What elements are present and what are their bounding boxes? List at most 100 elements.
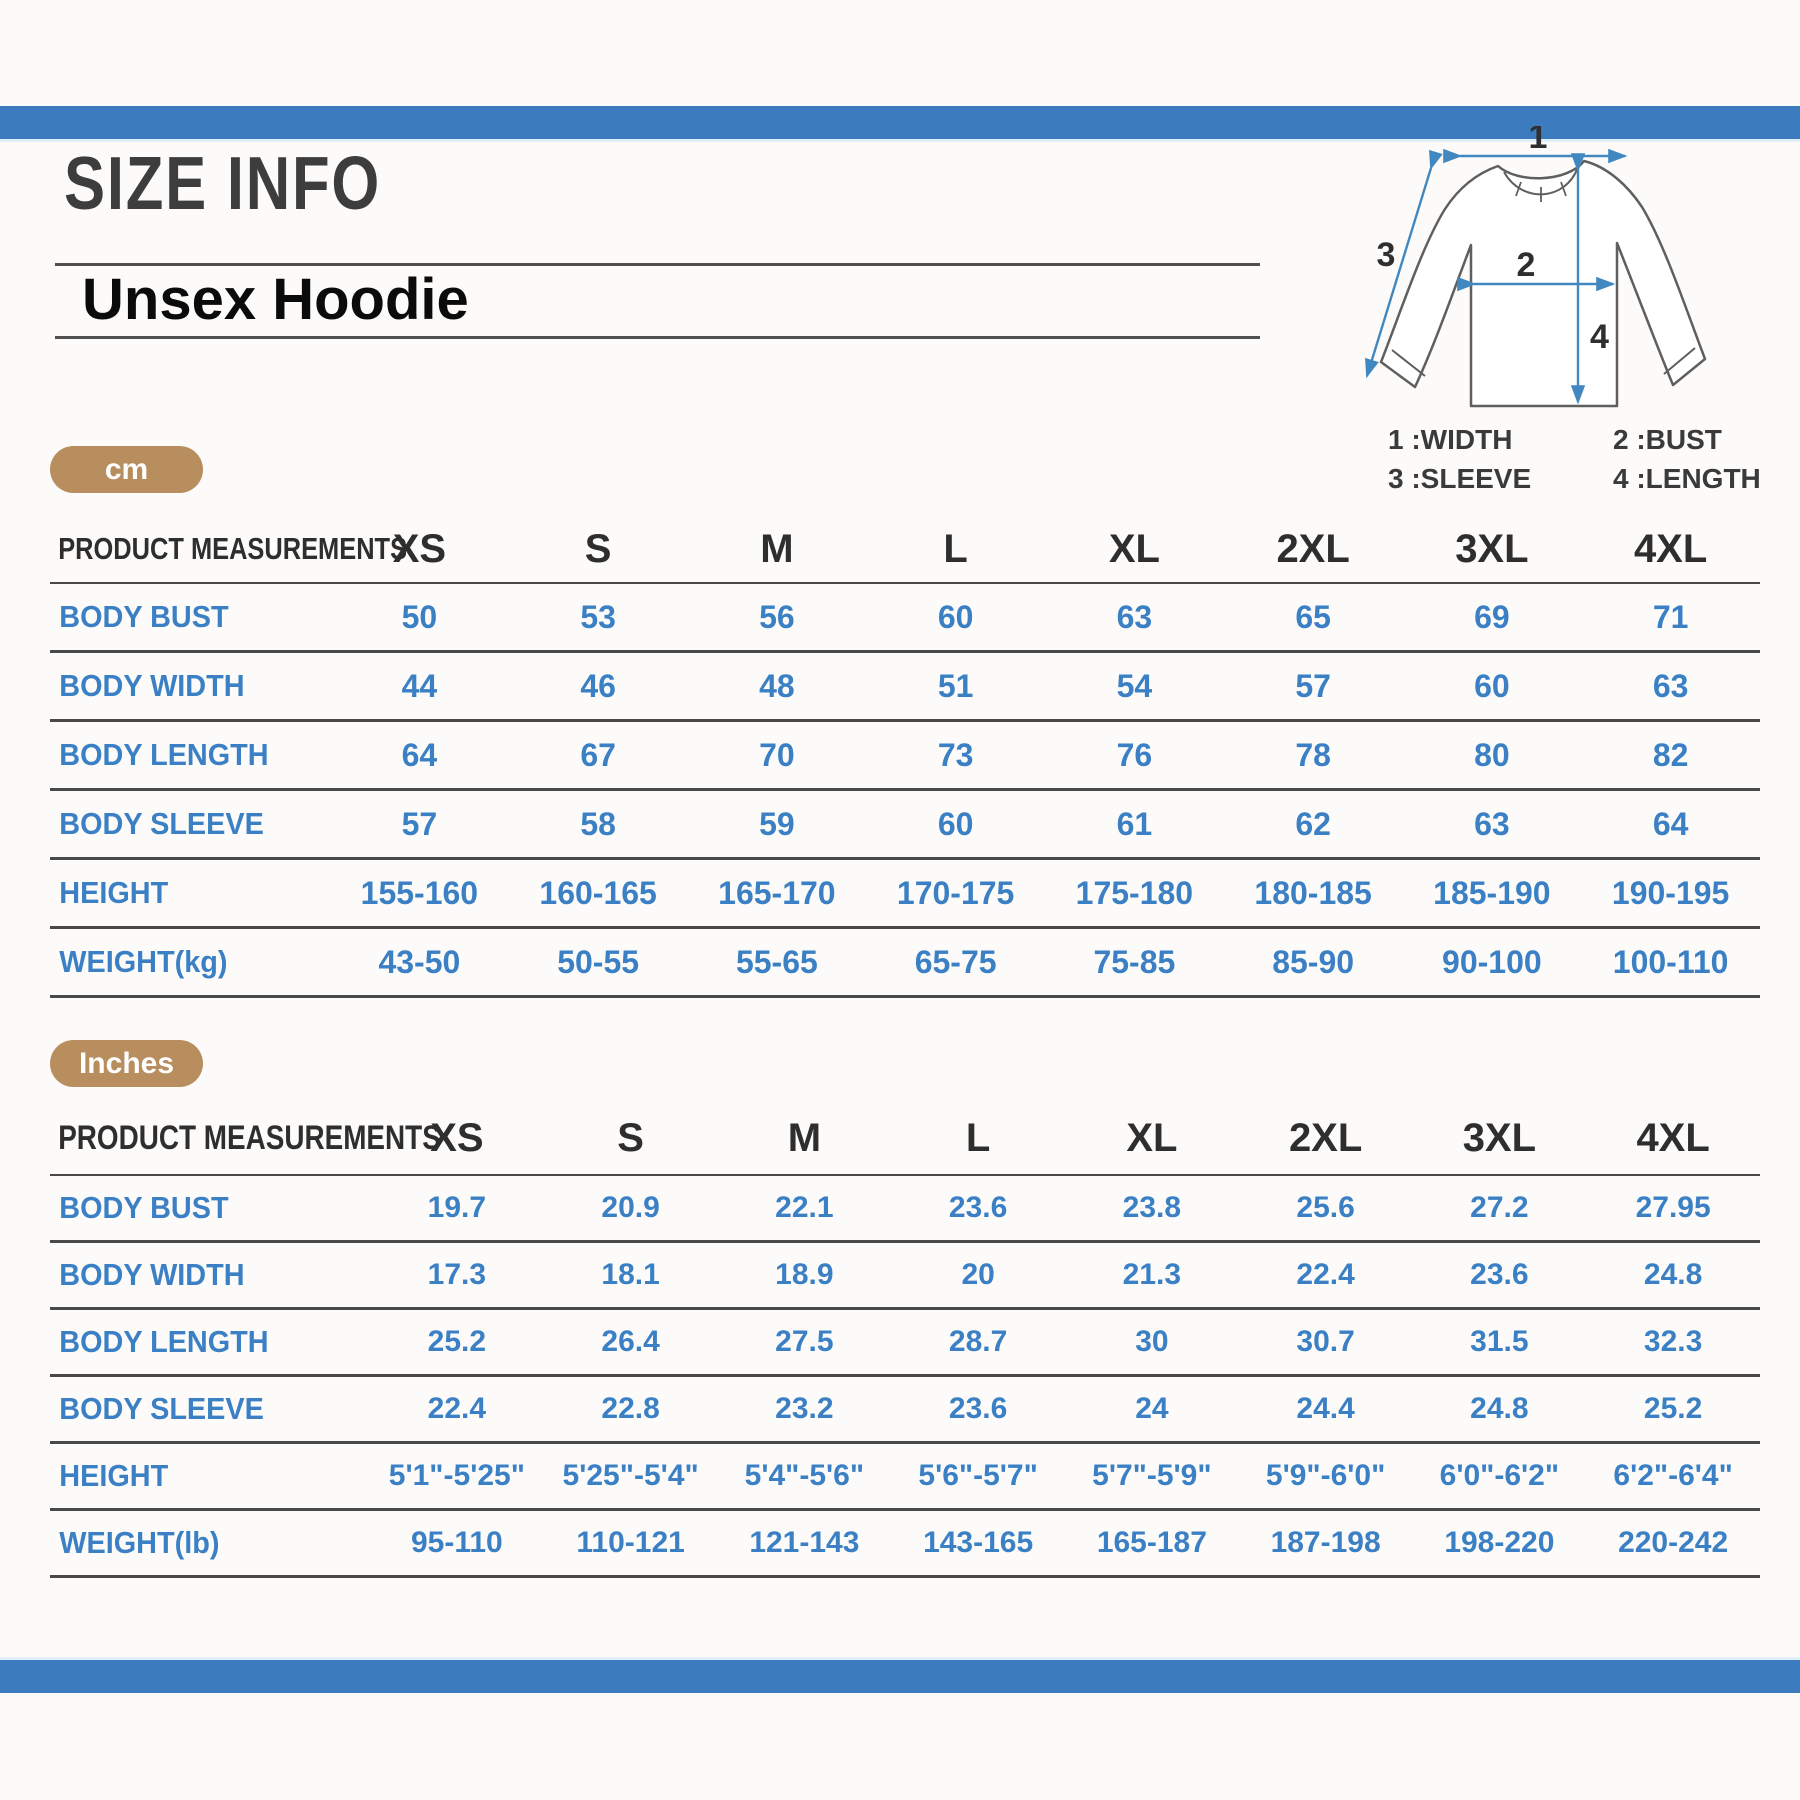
row-label: HEIGHT [59,875,169,910]
cell-value: 190-195 [1611,874,1730,911]
cell-value: 48 [759,667,795,704]
cell-value: 25.6 [1296,1191,1355,1224]
cell-value: 63 [1474,805,1510,842]
cell-value: 19.7 [427,1191,487,1224]
cell-value: 32.3 [1643,1325,1703,1358]
cell-value: 58 [580,805,616,842]
cell-value: 54 [1116,667,1153,704]
cell-value: 73 [937,736,974,773]
cell-value: 57 [401,805,438,842]
cell-value: 63 [1116,598,1153,635]
legend-item-width: 1 :WIDTH [1388,424,1513,455]
measurements-column-header: PRODUCT MEASUREMENTS [58,1118,441,1157]
mark-bust: 2 [1517,246,1536,284]
cell-value: 75-85 [1093,943,1176,980]
cell-value: 5'6"-5'7" [918,1459,1038,1492]
row-label: BODY WIDTH [59,668,245,703]
cell-value: 64 [401,736,438,773]
row-label: BODY SLEEVE [59,806,264,841]
size-column-header: M [760,526,794,571]
cell-value: 165-187 [1096,1526,1207,1559]
cell-value: 27.2 [1470,1191,1529,1224]
cell-value: 18.1 [601,1258,660,1291]
cell-value: 6'2"-6'4" [1613,1459,1733,1492]
table-row: BODY WIDTH 44 46 48 51 54 57 60 63 [50,653,1760,722]
cell-value: 175-180 [1075,874,1194,911]
unit-badge-cm: cm [50,446,203,493]
cell-value: 64 [1652,805,1689,842]
cell-value: 121-143 [749,1526,860,1559]
hoodie-measurement-diagram: 1 2 3 4 [1340,126,1760,426]
cell-value: 71 [1652,598,1689,635]
row-label: WEIGHT(lb) [59,1525,220,1560]
cell-value: 198-220 [1444,1526,1555,1559]
cell-value: 24.8 [1470,1392,1529,1425]
row-label: BODY BUST [59,599,229,634]
row-label: BODY LENGTH [59,737,269,772]
cell-value: 30 [1135,1325,1169,1358]
cell-value: 187-198 [1270,1526,1381,1559]
cell-value: 65-75 [914,943,997,980]
size-column-header: S [584,526,612,571]
cell-value: 20 [961,1258,995,1291]
mark-width: 1 [1529,126,1548,156]
size-column-header: 2XL [1276,526,1350,571]
cell-value: 69 [1474,598,1510,635]
size-column-header: S [617,1115,644,1160]
table-row: HEIGHT 155-160 160-165 165-170 170-175 175-18… [50,860,1760,929]
size-column-header: XL [1126,1115,1178,1160]
cell-value: 24.4 [1296,1392,1355,1425]
page-title: SIZE INFO [64,141,382,226]
cell-value: 50 [401,598,438,635]
legend-item-sleeve: 3 :SLEEVE [1388,463,1532,494]
cell-value: 20.9 [601,1191,660,1224]
size-table-cm: cm PRODUCT MEASUREMENTS XS S M L XL 2XL 3XL 4XL … [50,446,1760,998]
cell-value: 23.6 [948,1392,1008,1425]
cell-value: 5'4"-5'6" [744,1459,865,1492]
cell-value: 57 [1295,667,1331,704]
cell-value: 80 [1474,736,1510,773]
cell-value: 78 [1295,736,1331,773]
cell-value: 5'1"-5'25" [388,1459,525,1492]
cell-value: 44 [401,667,438,704]
cell-value: 82 [1652,736,1689,773]
cell-value: 18.9 [775,1258,834,1291]
size-column-header: M [787,1115,822,1160]
cell-value: 27.95 [1635,1191,1711,1224]
mark-sleeve: 3 [1377,236,1396,274]
cell-value: 60 [937,598,974,635]
cell-value: 63 [1652,667,1689,704]
cell-value: 5'7"-5'9" [1092,1459,1212,1492]
cell-value: 170-175 [896,874,1015,911]
cell-value: 31.5 [1470,1325,1529,1358]
cell-value: 55-65 [735,943,818,980]
cell-value: 110-121 [576,1526,685,1559]
cell-value: 22.1 [775,1191,834,1224]
cell-value: 22.4 [427,1392,487,1425]
bottom-divider-bar [0,1660,1800,1693]
cell-value: 28.7 [948,1325,1008,1358]
cell-value: 23.6 [1470,1258,1529,1291]
cell-value: 143-165 [923,1526,1034,1559]
cell-value: 24.8 [1643,1258,1703,1291]
table-row: BODY LENGTH 25.2 26.4 27.5 28.7 30 30.7 31.5 32.… [50,1310,1760,1377]
cell-value: 17.3 [427,1258,487,1291]
table-row: BODY BUST 19.7 20.9 22.1 23.6 23.8 25.6 27.2 27.… [50,1176,1760,1243]
cell-value: 22.8 [601,1392,660,1425]
cell-value: 56 [759,598,795,635]
unit-badge-inches: Inches [50,1040,203,1087]
cell-value: 165-170 [718,874,836,911]
cell-value: 23.2 [775,1392,834,1425]
cell-value: 50-55 [557,943,640,980]
legend-item-bust: 2 :BUST [1613,424,1722,455]
row-label: BODY BUST [59,1190,229,1225]
table-row: BODY BUST 50 53 56 60 63 65 69 71 [50,584,1760,653]
cell-value: 53 [580,598,616,635]
cell-value: 25.2 [427,1325,487,1358]
size-table-inches: Inches PRODUCT MEASUREMENTS XS S M L XL 2XL 3XL… [50,1040,1760,1578]
cell-value: 25.2 [1643,1392,1703,1425]
table-row: BODY WIDTH 17.3 18.1 18.9 20 21.3 22.4 23.6 24.8 [50,1243,1760,1310]
row-label: BODY SLEEVE [59,1391,264,1426]
cell-value: 51 [937,667,974,704]
